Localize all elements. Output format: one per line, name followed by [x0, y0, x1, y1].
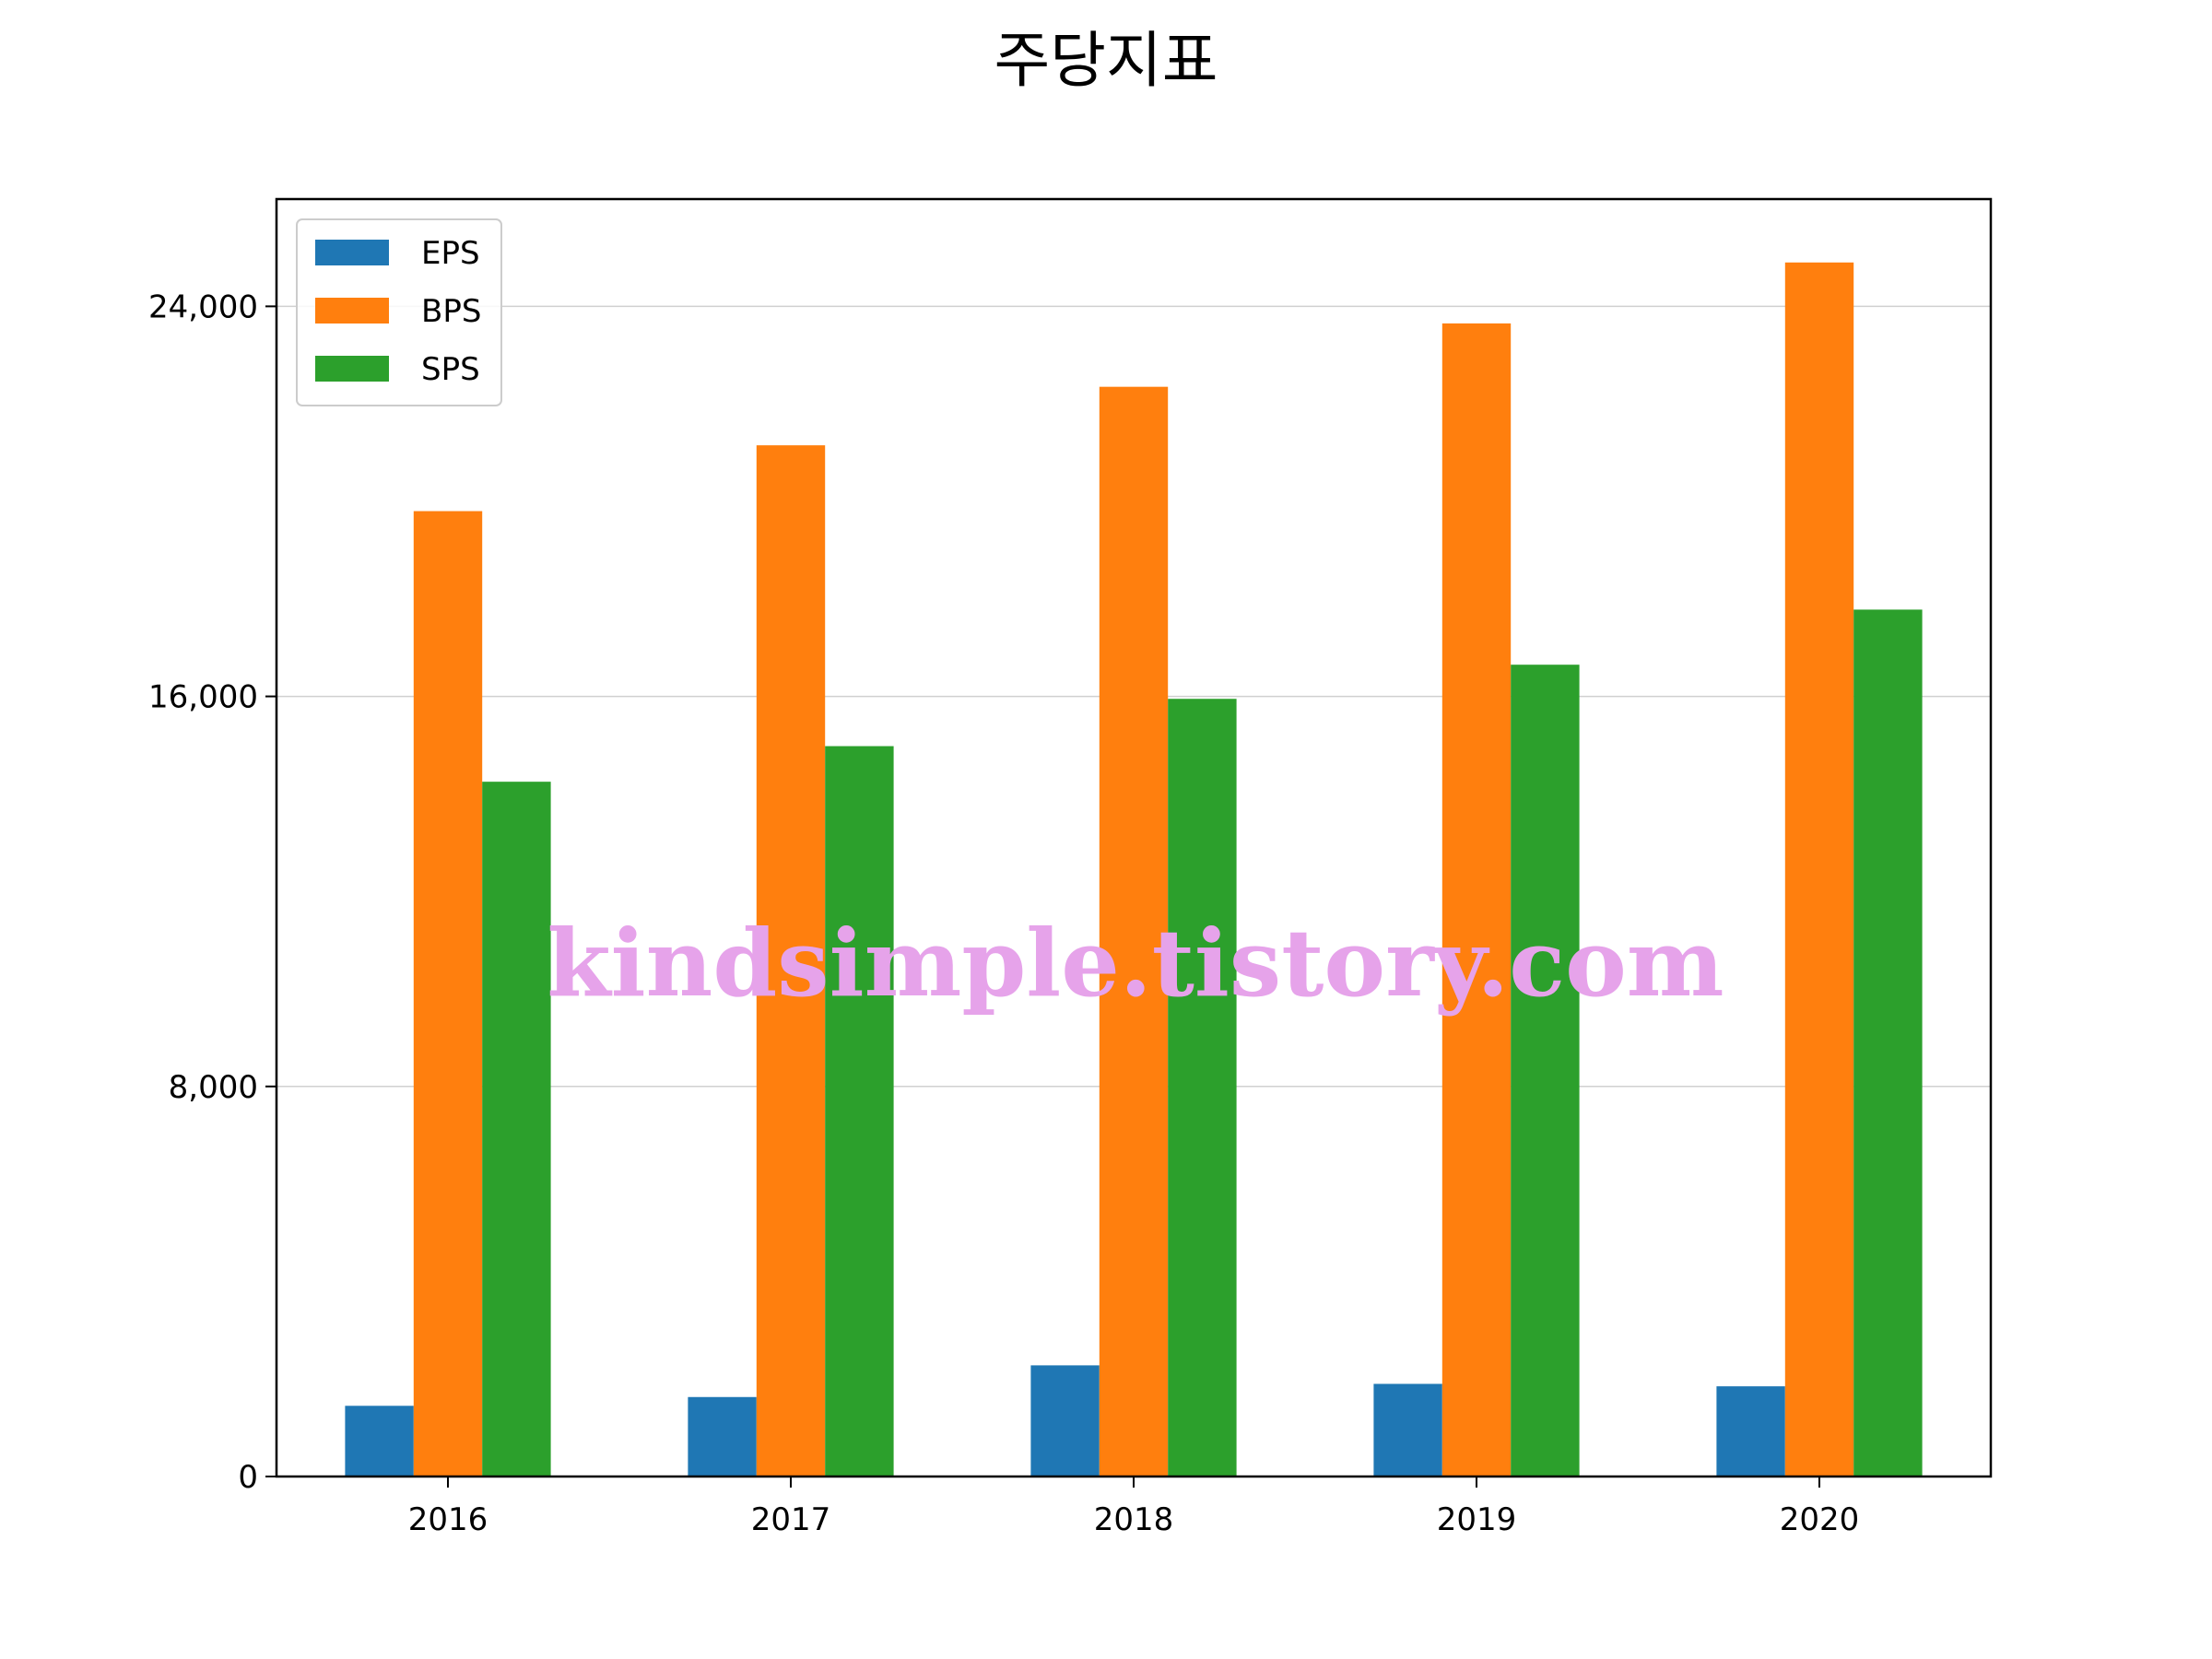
- bar-sps-2018: [1168, 699, 1237, 1477]
- legend-swatch-bps: [315, 298, 389, 324]
- y-tick-label: 0: [238, 1459, 258, 1496]
- watermark-text: kindsimple.tistory.com: [547, 909, 1724, 1018]
- bar-sps-2019: [1511, 665, 1580, 1477]
- y-tick-label: 8,000: [169, 1069, 258, 1106]
- x-tick-label: 2016: [408, 1501, 488, 1538]
- legend-label-eps: EPS: [421, 235, 480, 272]
- bar-bps-2018: [1099, 386, 1169, 1477]
- bar-bps-2020: [1784, 262, 1854, 1477]
- bar-eps-2016: [345, 1406, 414, 1477]
- legend-swatch-eps: [315, 240, 389, 265]
- legend-label-bps: BPS: [421, 293, 481, 330]
- x-tick-label: 2017: [751, 1501, 831, 1538]
- bars: [345, 262, 1923, 1477]
- bar-bps-2016: [413, 511, 483, 1477]
- bar-eps-2017: [688, 1396, 757, 1477]
- legend-swatch-sps: [315, 356, 389, 382]
- y-tick-label: 24,000: [148, 288, 258, 325]
- bar-bps-2019: [1441, 323, 1512, 1477]
- axis-ticks: 0 8,000 16,000 24,000 2016 2017 2018 2019 2020: [148, 288, 1859, 1538]
- x-tick-label: 2020: [1780, 1501, 1860, 1538]
- chart-title: 주당지표: [994, 25, 1218, 96]
- x-tick-label: 2018: [1094, 1501, 1174, 1538]
- bar-sps-2017: [825, 746, 894, 1477]
- bar-sps-2020: [1853, 609, 1923, 1477]
- bar-eps-2019: [1373, 1383, 1442, 1477]
- y-tick-label: 16,000: [148, 679, 258, 716]
- bar-bps-2017: [756, 445, 826, 1477]
- bar-eps-2018: [1030, 1365, 1100, 1477]
- legend-label-sps: SPS: [421, 351, 480, 388]
- bar-eps-2020: [1716, 1386, 1785, 1477]
- legend: EPS BPS SPS: [296, 218, 502, 406]
- bar-sps-2016: [482, 782, 551, 1477]
- x-tick-label: 2019: [1437, 1501, 1517, 1538]
